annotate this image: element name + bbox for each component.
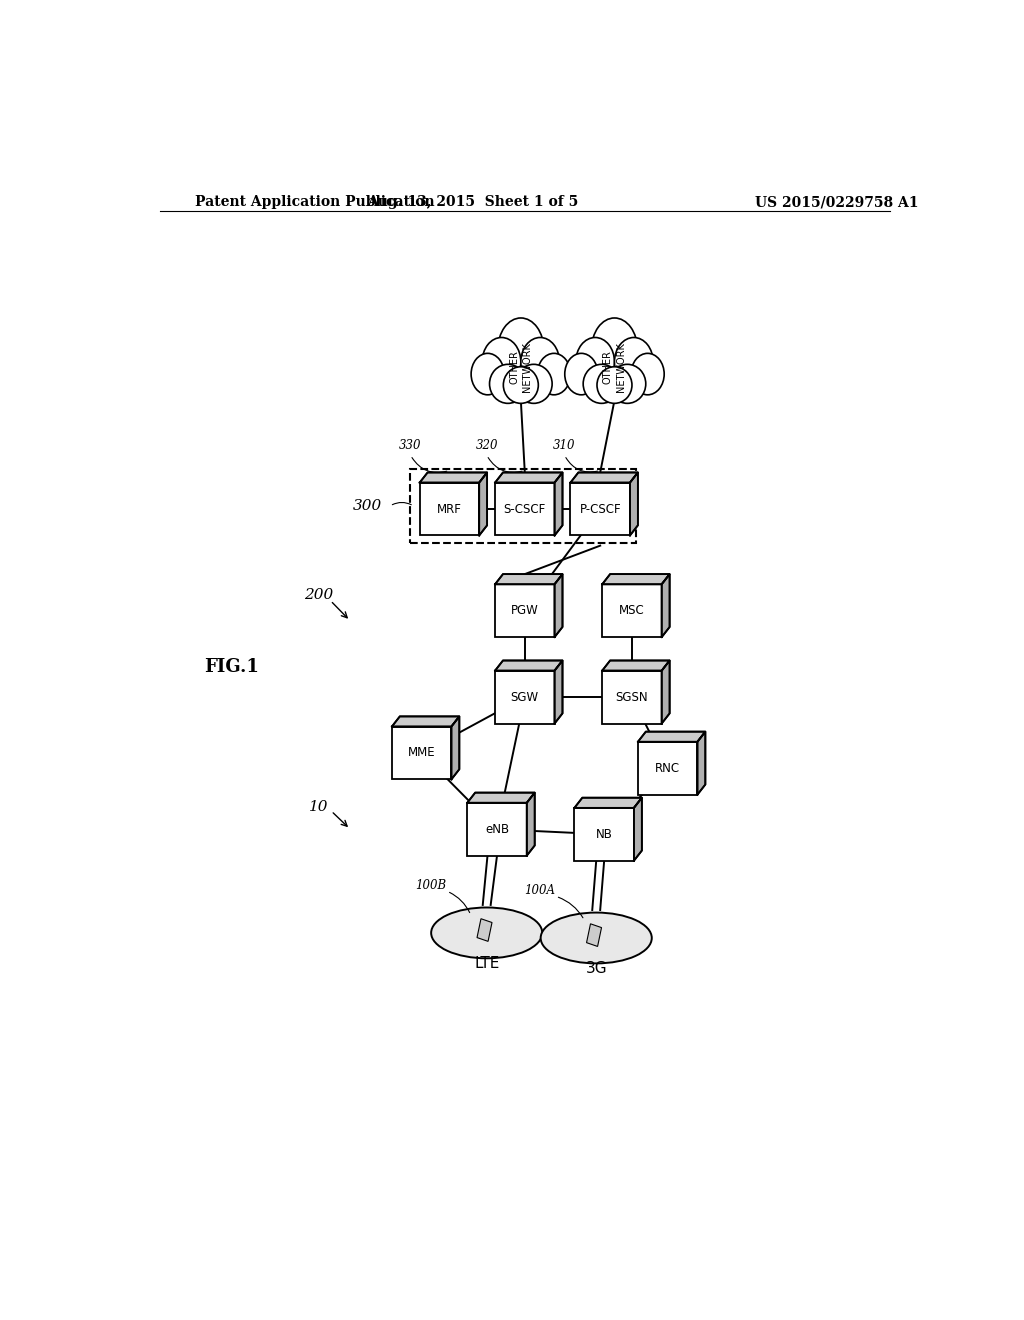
- Polygon shape: [452, 717, 460, 779]
- Text: 10: 10: [308, 800, 329, 814]
- Text: SGSN: SGSN: [615, 690, 648, 704]
- Text: eNB: eNB: [485, 822, 509, 836]
- Polygon shape: [479, 473, 487, 536]
- Bar: [392, 726, 452, 779]
- Text: 100B: 100B: [416, 879, 446, 891]
- Ellipse shape: [584, 364, 620, 404]
- Text: S-CSCF: S-CSCF: [504, 503, 546, 516]
- Polygon shape: [570, 473, 638, 483]
- Text: FIG.1: FIG.1: [204, 657, 259, 676]
- Ellipse shape: [575, 338, 614, 387]
- Ellipse shape: [515, 364, 552, 404]
- Ellipse shape: [631, 354, 665, 395]
- Text: 330: 330: [399, 440, 422, 453]
- Ellipse shape: [565, 354, 598, 395]
- Polygon shape: [662, 660, 670, 723]
- Polygon shape: [495, 473, 562, 483]
- Ellipse shape: [609, 364, 646, 404]
- Bar: [574, 808, 634, 861]
- Ellipse shape: [498, 318, 544, 381]
- Polygon shape: [526, 792, 535, 855]
- Bar: [495, 483, 555, 536]
- Text: OTHER
NETWORK: OTHER NETWORK: [603, 342, 626, 392]
- Ellipse shape: [504, 367, 539, 404]
- Text: Aug. 13, 2015  Sheet 1 of 5: Aug. 13, 2015 Sheet 1 of 5: [368, 195, 579, 209]
- Polygon shape: [634, 797, 642, 861]
- Bar: [467, 803, 526, 855]
- Bar: [477, 919, 492, 941]
- Text: MRF: MRF: [437, 503, 462, 516]
- Ellipse shape: [614, 338, 653, 387]
- Text: 3G: 3G: [586, 961, 607, 975]
- Polygon shape: [638, 731, 706, 742]
- Polygon shape: [602, 574, 670, 585]
- Ellipse shape: [592, 318, 638, 381]
- Polygon shape: [495, 660, 562, 671]
- Bar: [410, 470, 636, 543]
- Text: NB: NB: [596, 828, 612, 841]
- Bar: [602, 671, 662, 723]
- Bar: [495, 585, 555, 638]
- Polygon shape: [420, 473, 487, 483]
- Text: MSC: MSC: [620, 605, 645, 618]
- Polygon shape: [555, 473, 562, 536]
- Text: P-CSCF: P-CSCF: [580, 503, 621, 516]
- Bar: [420, 483, 479, 536]
- Text: 310: 310: [553, 440, 575, 453]
- Ellipse shape: [482, 338, 521, 387]
- Text: SGW: SGW: [511, 690, 539, 704]
- Text: 100A: 100A: [524, 883, 555, 896]
- Ellipse shape: [541, 912, 651, 964]
- Ellipse shape: [471, 354, 504, 395]
- Ellipse shape: [521, 338, 559, 387]
- Polygon shape: [574, 797, 642, 808]
- Polygon shape: [467, 792, 535, 803]
- Polygon shape: [392, 717, 460, 726]
- Text: 320: 320: [475, 440, 498, 453]
- Text: MME: MME: [408, 747, 435, 759]
- Bar: [638, 742, 697, 795]
- Ellipse shape: [538, 354, 570, 395]
- Polygon shape: [555, 574, 562, 638]
- Ellipse shape: [597, 367, 632, 404]
- Text: RNC: RNC: [655, 762, 680, 775]
- Text: PGW: PGW: [511, 605, 539, 618]
- Bar: [602, 585, 662, 638]
- Polygon shape: [602, 660, 670, 671]
- Text: LTE: LTE: [474, 956, 500, 972]
- Text: Patent Application Publication: Patent Application Publication: [196, 195, 435, 209]
- Bar: [495, 671, 555, 723]
- Polygon shape: [555, 660, 562, 723]
- Text: 200: 200: [304, 589, 333, 602]
- Text: US 2015/0229758 A1: US 2015/0229758 A1: [755, 195, 919, 209]
- Ellipse shape: [489, 364, 526, 404]
- Ellipse shape: [431, 907, 543, 958]
- Text: 300: 300: [352, 499, 382, 513]
- Bar: [587, 924, 601, 946]
- Polygon shape: [630, 473, 638, 536]
- Text: OTHER
NETWORK: OTHER NETWORK: [509, 342, 532, 392]
- Bar: [570, 483, 630, 536]
- Polygon shape: [697, 731, 706, 795]
- Polygon shape: [495, 574, 562, 585]
- Polygon shape: [662, 574, 670, 638]
